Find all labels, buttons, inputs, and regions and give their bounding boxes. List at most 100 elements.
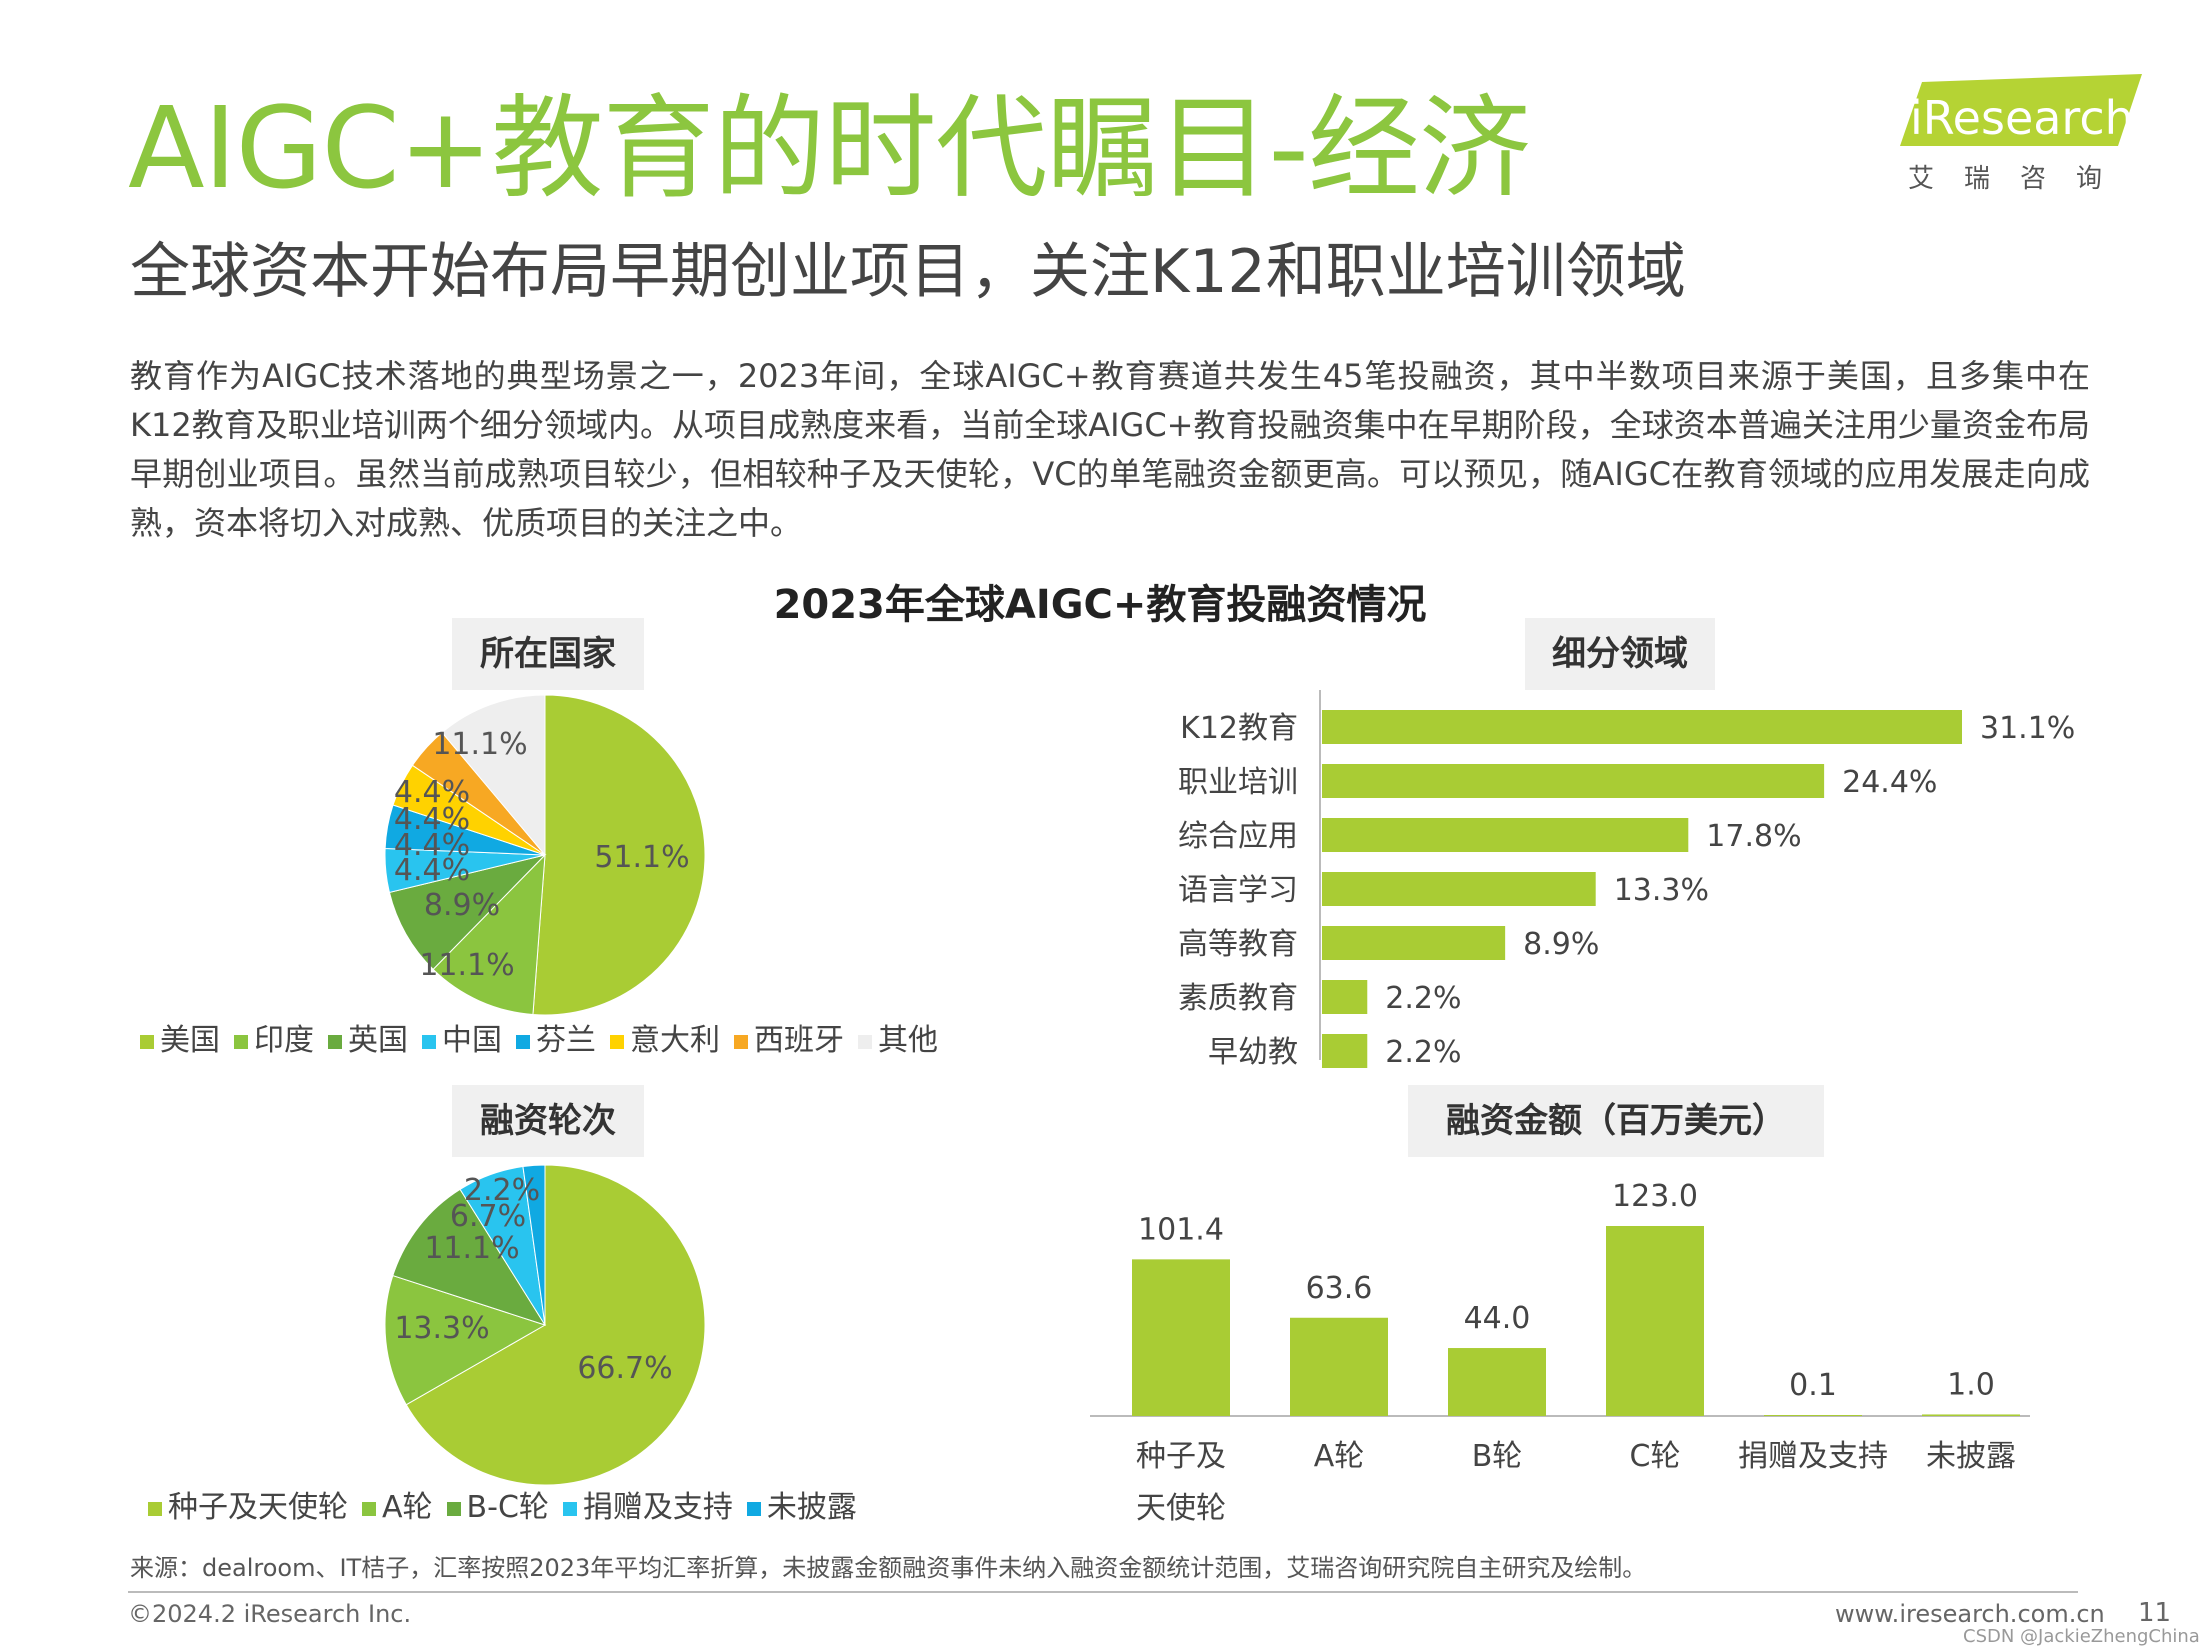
segment-value-label-3: 13.3%	[1614, 873, 1709, 908]
amount-bar-2	[1448, 1348, 1546, 1416]
segment-value-label-2: 17.8%	[1706, 819, 1801, 854]
pie-chart-round: 66.7% 13.3% 11.1%6.7%2.2%	[384, 1164, 706, 1486]
country-data-label-5: 4.4%	[394, 802, 470, 837]
segment-category-label-2: 综合应用	[1178, 819, 1298, 854]
segment-value-label-0: 31.1%	[1980, 711, 2075, 746]
round-legend-swatch-2	[446, 1501, 461, 1516]
round-data-label-0: 66.7%	[577, 1351, 672, 1386]
country-legend-label-1: 印度	[254, 1023, 314, 1058]
round-legend-item-4: 未披露	[746, 1482, 857, 1526]
round-legend-swatch-1	[362, 1501, 376, 1516]
amount-value-label-4: 0.1	[1789, 1368, 1837, 1403]
segment-value-label-4: 8.9%	[1523, 927, 1599, 962]
segment-value-label-6: 2.2%	[1385, 1035, 1461, 1070]
amount-category-label-5-0: 未披露	[1926, 1439, 2016, 1474]
country-legend-item-2: 英国	[328, 1015, 408, 1059]
country-legend-swatch-0	[140, 1034, 154, 1049]
amount-value-label-5: 1.0	[1947, 1367, 1995, 1402]
round-legend-label-1: A轮	[382, 1490, 433, 1525]
amount-value-label-1: 63.6	[1306, 1271, 1373, 1306]
amount-category-label-3-0: C轮	[1630, 1439, 1681, 1474]
country-legend-label-7: 其他	[878, 1023, 938, 1058]
country-data-label-3: 4.4%	[394, 853, 470, 888]
country-legend-label-5: 意大利	[630, 1023, 720, 1058]
segment-category-label-0: K12教育	[1180, 711, 1298, 746]
country-legend-swatch-4	[516, 1034, 530, 1049]
section-label-amount: 融资金额（百万美元）	[1408, 1085, 1824, 1157]
country-data-label-4: 4.4%	[394, 828, 470, 863]
segment-bar-1	[1322, 764, 1825, 798]
amount-bar-4	[1764, 1415, 1862, 1416]
iresearch-logo: iResearch	[1900, 74, 2142, 146]
website-link[interactable]: www.iresearch.com.cn	[1835, 1600, 2105, 1628]
logo-chinese-name: 艾瑞咨询	[1908, 164, 2133, 194]
segment-category-label-5: 素质教育	[1178, 981, 1298, 1016]
country-legend-swatch-2	[328, 1034, 342, 1049]
amount-value-label-2: 44.0	[1464, 1301, 1531, 1336]
page-number: 11	[2138, 1598, 2172, 1628]
section-label-country: 所在国家	[452, 618, 644, 690]
segment-category-label-4: 高等教育	[1178, 927, 1298, 962]
country-slice-0	[532, 694, 706, 1016]
segment-bar-6	[1322, 1034, 1368, 1068]
country-data-label-6: 4.4%	[394, 775, 470, 810]
segment-category-label-1: 职业培训	[1178, 765, 1298, 800]
section-label-round: 融资轮次	[452, 1085, 644, 1157]
round-data-label-1: 13.3%	[394, 1311, 489, 1346]
round-legend-swatch-3	[562, 1501, 577, 1516]
segment-category-label-6: 早幼教	[1208, 1035, 1298, 1070]
amount-category-label-1-0: A轮	[1314, 1439, 1365, 1474]
country-legend-swatch-1	[234, 1034, 248, 1049]
round-legend-item-3: 捐赠及支持	[562, 1482, 733, 1526]
country-slice-2	[388, 854, 547, 971]
country-legend-item-6: 西班牙	[734, 1015, 844, 1059]
country-legend-swatch-7	[858, 1034, 872, 1049]
segment-bar-3	[1322, 872, 1596, 906]
round-data-label-3: 6.7%	[450, 1199, 526, 1234]
country-legend-label-2: 英国	[348, 1023, 408, 1058]
country-data-label-2: 8.9%	[424, 888, 500, 923]
legend-round: 种子及天使轮 A轮 B-C轮 捐赠及支持 未披露	[148, 1482, 871, 1526]
body-paragraph: 教育作为AIGC技术落地的典型场景之一，2023年间，全球AIGC+教育赛道共发…	[130, 357, 2090, 542]
round-legend-label-0: 种子及天使轮	[168, 1490, 348, 1525]
bar-chart-segment: K12教育 31.1% 职业培训 24.4% 综合应用 17.8% 语言学习 13.3% 高等教…	[1178, 690, 2075, 1070]
amount-category-label-2-0: B轮	[1472, 1439, 1523, 1474]
country-slice-7	[441, 694, 546, 857]
page-title: AIGC+教育的时代瞩目-经济	[128, 84, 1531, 214]
copyright: ©2024.2 iResearch Inc.	[128, 1600, 412, 1628]
segment-bar-4	[1322, 926, 1506, 960]
chart-main-title: 2023年全球AIGC+教育投融资情况	[773, 582, 1427, 628]
round-legend-label-3: 捐赠及支持	[582, 1490, 733, 1525]
round-legend-item-0: 种子及天使轮	[148, 1482, 348, 1526]
pie-chart-country: 51.1%11.1%8.9%4.4%4.4%4.4%4.4%11.1%	[384, 694, 706, 1016]
country-legend-swatch-5	[610, 1034, 624, 1049]
amount-category-label-0-0: 种子及	[1136, 1439, 1226, 1474]
section-label-segment: 细分领域	[1525, 618, 1715, 690]
round-slice-4	[522, 1164, 546, 1326]
watermark: CSDN @JackieZhengChina	[1963, 1626, 2200, 1647]
page-subtitle: 全球资本开始布局早期创业项目，关注K12和职业培训领域	[130, 237, 1686, 307]
country-data-label-1: 11.1%	[419, 948, 514, 983]
round-legend-item-1: A轮	[362, 1482, 433, 1526]
amount-value-label-0: 101.4	[1138, 1212, 1224, 1247]
country-legend-item-5: 意大利	[610, 1015, 720, 1059]
logo-wordmark: iResearch	[1910, 91, 2134, 145]
footer-divider	[128, 1591, 2078, 1593]
segment-category-label-3: 语言学习	[1178, 873, 1298, 908]
logo-banner-shape	[1900, 74, 2142, 146]
source-note: 来源：dealroom、IT桔子，汇率按照2023年平均汇率折算，未披露金额融资…	[130, 1554, 1647, 1582]
country-legend-item-3: 中国	[422, 1015, 502, 1059]
country-data-label-7: 11.1%	[432, 727, 527, 762]
country-data-label-0: 51.1%	[594, 840, 689, 875]
round-legend-label-4: 未披露	[766, 1490, 857, 1525]
country-legend-label-4: 芬兰	[536, 1023, 596, 1058]
segment-value-label-5: 2.2%	[1385, 981, 1461, 1016]
round-legend-label-2: B-C轮	[466, 1490, 549, 1525]
amount-bar-5	[1922, 1414, 2020, 1416]
country-legend-label-0: 美国	[160, 1023, 220, 1058]
round-slice-0	[405, 1164, 706, 1486]
round-slice-1	[384, 1274, 547, 1406]
bar-chart-amount: 101.4 种子及天使轮 63.6 A轮 44.0 B轮 123.0 C轮 0.1 捐赠及支持 1.…	[1090, 1179, 2030, 1526]
country-slice-1	[432, 853, 546, 1016]
country-legend-label-3: 中国	[442, 1023, 502, 1058]
